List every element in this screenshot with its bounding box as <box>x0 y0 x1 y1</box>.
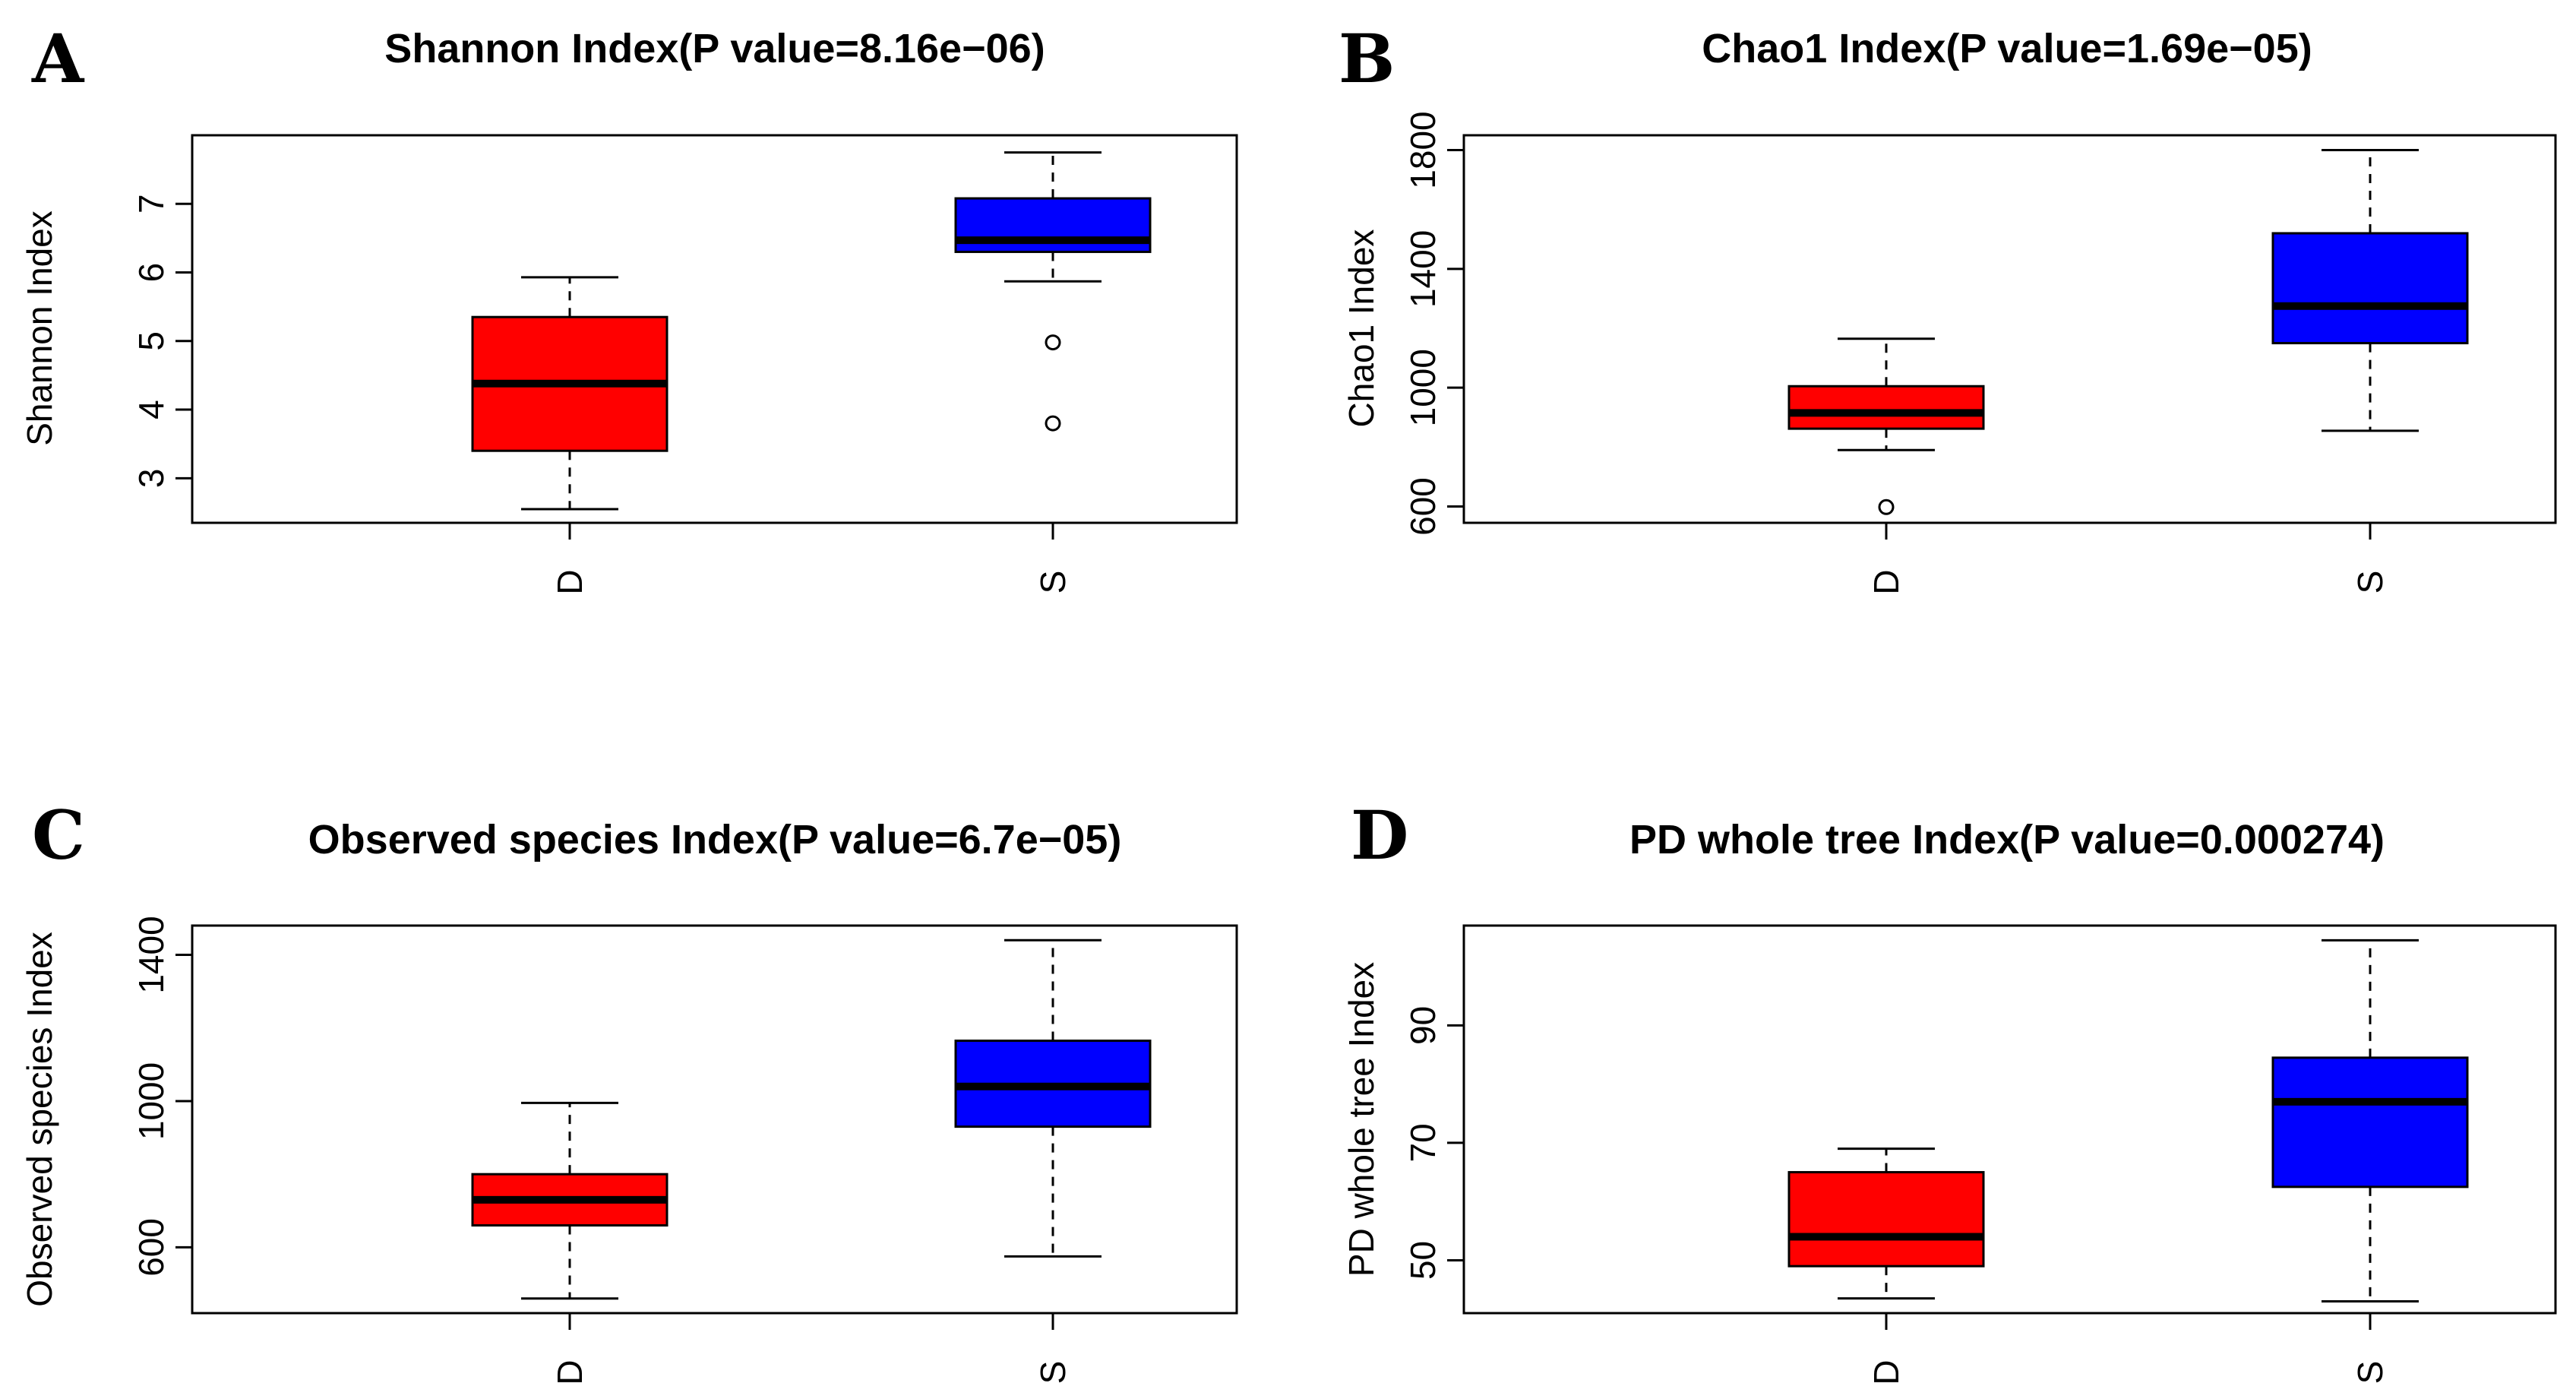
panel-a-y-ticks: 3 4 5 6 7 <box>131 194 192 488</box>
panel-letter-b: B <box>1339 19 1395 98</box>
panel-c-y-tick-label-0: 600 <box>131 1218 171 1277</box>
panel-b-y-tick-label-2: 1400 <box>1403 230 1443 308</box>
panel-d-boxes <box>1787 938 2469 1303</box>
panel-b-y-tick-label-3: 1800 <box>1403 111 1443 188</box>
panel-c-plot-frame <box>191 924 1238 1315</box>
panel-letter-a: A <box>31 19 85 98</box>
panel-c-y-tick-label-1: 1000 <box>131 1062 171 1140</box>
panel-b-title: Chao1 Index(P value=1.69e−05) <box>1702 26 2312 71</box>
panel-c-y-tick-label-2: 1400 <box>131 916 171 993</box>
panel-c-y-axis-label: Observed species Index <box>20 932 59 1307</box>
panel-a-box-s <box>954 151 1152 432</box>
panel-d-x-tick-label-d: D <box>1866 1359 1906 1385</box>
panel-d-y-tick-label-2: 90 <box>1403 1006 1443 1045</box>
panel-d-y-ticks: 50 70 90 <box>1403 1006 1464 1280</box>
panel-letter-c: C <box>32 796 85 875</box>
panel-letter-d: D <box>1351 796 1408 875</box>
panel-b-box-d-outlier-0 <box>1878 499 1895 515</box>
panel-a-x-tick-label-s: S <box>1033 571 1073 594</box>
panel-a-y-tick-label-4: 7 <box>131 194 171 214</box>
panel-a-boxes <box>471 151 1152 511</box>
panel-c-box-d <box>471 1101 668 1300</box>
panel-a-box-d <box>471 276 668 511</box>
panel-c-box-s <box>954 938 1152 1258</box>
panel-a-plot-frame <box>191 134 1238 524</box>
panel-a-y-tick-label-3: 6 <box>131 263 171 283</box>
panel-d-box-s-iqr <box>2271 1056 2469 1189</box>
panel-b-x-tick-label-d: D <box>1866 569 1906 594</box>
panel-b-box-s-iqr <box>2271 232 2469 345</box>
panel-a-x-tick-label-d: D <box>550 569 589 594</box>
panel-a-box-s-outlier-1 <box>1045 415 1061 432</box>
panel-b-y-tick-label-1: 1000 <box>1403 349 1443 426</box>
panel-b-box-s <box>2271 149 2469 432</box>
panel-c: C Observed species Index(P value=6.7e−05… <box>20 796 1238 1385</box>
panel-d-x-tick-label-s: S <box>2350 1361 2390 1385</box>
panel-b-x-tick-label-s: S <box>2350 571 2390 594</box>
panel-d-box-d-iqr <box>1787 1171 1985 1268</box>
panel-d-y-tick-label-0: 50 <box>1403 1241 1443 1280</box>
panel-a: A Shannon Index(P value=8.16e−06) Shanno… <box>20 19 1238 595</box>
panel-a-y-tick-label-1: 4 <box>131 400 171 419</box>
panel-d-box-s <box>2271 938 2469 1303</box>
panel-b-boxes <box>1787 149 2469 515</box>
panel-a-y-axis-label: Shannon Index <box>20 210 59 446</box>
panel-b-box-d-iqr <box>1787 385 1985 430</box>
panel-d-y-tick-label-1: 70 <box>1403 1123 1443 1162</box>
panel-b: B Chao1 Index(P value=1.69e−05) Chao1 In… <box>1339 19 2557 595</box>
panel-c-x-tick-label-d: D <box>550 1359 589 1385</box>
panel-c-y-ticks: 600 1000 1400 <box>131 916 192 1277</box>
panel-b-y-axis-label: Chao1 Index <box>1342 229 1381 428</box>
panel-b-plot-frame <box>1462 134 2557 524</box>
panel-d-title: PD whole tree Index(P value=0.000274) <box>1629 817 2385 863</box>
panel-d-plot-frame <box>1462 924 2557 1315</box>
panel-d: D PD whole tree Index(P value=0.000274) … <box>1342 796 2557 1385</box>
panel-c-boxes <box>471 938 1152 1300</box>
panel-d-box-d <box>1787 1147 1985 1300</box>
panel-d-y-axis-label: PD whole tree Index <box>1342 962 1381 1277</box>
panel-a-y-tick-label-0: 3 <box>131 469 171 489</box>
panel-b-box-d <box>1787 337 1985 515</box>
panel-a-y-tick-label-2: 5 <box>131 331 171 351</box>
panel-b-y-tick-label-0: 600 <box>1403 477 1443 536</box>
panel-a-box-s-outlier-0 <box>1045 334 1061 351</box>
panel-c-title: Observed species Index(P value=6.7e−05) <box>308 817 1122 863</box>
panel-a-title: Shannon Index(P value=8.16e−06) <box>384 26 1045 71</box>
panel-b-y-ticks: 600 1000 1400 1800 <box>1403 111 1464 536</box>
panel-c-x-tick-label-s: S <box>1033 1361 1073 1385</box>
